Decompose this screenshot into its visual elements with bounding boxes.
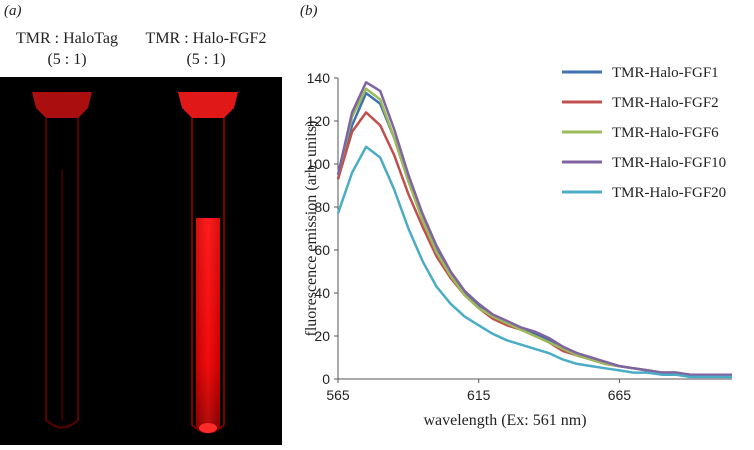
x-tick-label: 665: [608, 387, 632, 403]
x-axis-label: wavelength (Ex: 561 nm): [423, 412, 586, 429]
column-header: TMR : Halo-FGF2: [146, 30, 267, 47]
y-tick-label: 20: [314, 328, 330, 344]
legend-label: TMR-Halo-FGF20: [612, 185, 726, 201]
column-subheader: (5 : 1): [186, 51, 225, 68]
y-tick-label: 120: [307, 113, 331, 129]
column-header: TMR : HaloTag: [16, 30, 118, 47]
y-tick-label: 100: [307, 156, 331, 172]
legend-label: TMR-Halo-FGF2: [612, 95, 719, 111]
y-tick-label: 40: [314, 285, 330, 301]
line-series: [336, 145, 732, 379]
panel-label: (a): [4, 3, 22, 19]
legend-label: TMR-Halo-FGF6: [612, 125, 719, 141]
panel-label: (b): [300, 3, 318, 19]
legend-label: TMR-Halo-FGF10: [612, 155, 726, 171]
line-series: [336, 81, 732, 376]
y-tick-label: 140: [307, 70, 331, 86]
y-axis-label: fluorescence emission (arb. units): [303, 121, 320, 337]
x-tick-label: 565: [326, 387, 350, 403]
y-tick-label: 80: [314, 199, 330, 215]
y-tick-label: 60: [314, 242, 330, 258]
column-subheader: (5 : 1): [47, 51, 86, 68]
legend-label: TMR-Halo-FGF1: [612, 65, 719, 81]
photo: [0, 77, 282, 445]
x-tick-label: 615: [467, 387, 491, 403]
y-tick-label: 0: [322, 371, 330, 387]
